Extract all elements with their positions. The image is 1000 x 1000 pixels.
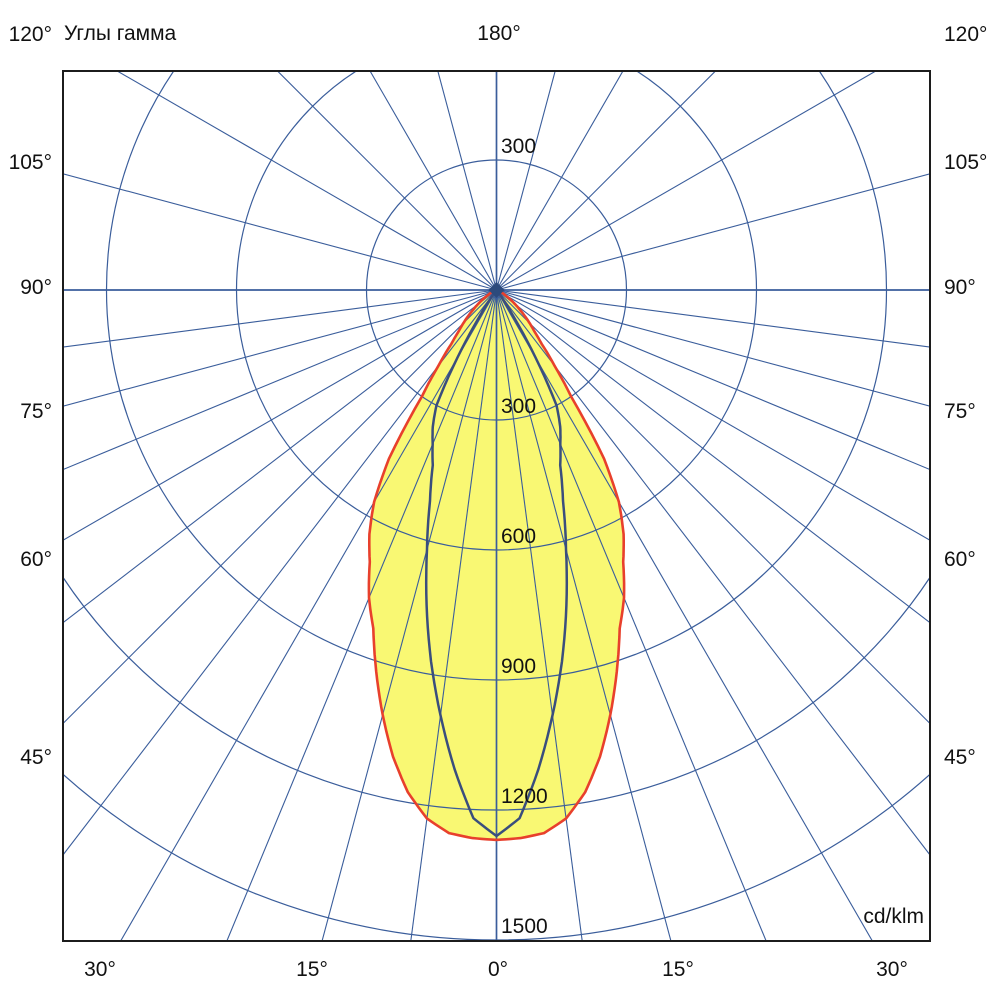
gamma-ray-135 — [496, 71, 717, 291]
radial-tick-600: 600 — [501, 525, 537, 548]
gamma-tick-right-60: 60° — [944, 548, 976, 571]
gamma-ray-37.5 — [496, 289, 930, 856]
gamma-ray-60 — [496, 289, 930, 541]
gamma-tick-bottom-2-0: 0° — [487, 958, 509, 981]
gamma-ray-165 — [495, 71, 556, 291]
gamma-ray-67.5 — [63, 289, 497, 471]
plot-border — [62, 70, 931, 942]
gamma-tick-right-120: 120° — [944, 23, 988, 46]
gamma-ray-30 — [120, 289, 497, 941]
gamma-tick-left-105: 105° — [8, 151, 52, 174]
gamma-ray-120 — [496, 71, 877, 291]
gamma-tick-left-90: 90° — [20, 276, 52, 299]
center-marker — [488, 282, 505, 298]
gamma-ray-82.5 — [63, 289, 497, 348]
gamma-ray-67.5 — [496, 289, 930, 471]
gamma-ray-7.5 — [495, 289, 583, 941]
gamma-ray-7.5 — [410, 289, 498, 941]
gamma-ray-22.5 — [226, 289, 498, 941]
chart-title: Углы гамма — [64, 22, 177, 45]
gamma-ray-120 — [116, 71, 497, 291]
radial-tick-1200: 1200 — [501, 785, 548, 808]
gamma-ray-22.5 — [495, 289, 767, 941]
c0-outer-curve — [367, 288, 626, 842]
gamma-tick-left-120: 120° — [8, 23, 52, 46]
gamma-tick-right-90: 90° — [944, 276, 976, 299]
gamma-ray-37.5 — [63, 289, 497, 856]
gamma-tick-bottom-4-30: 30° — [876, 958, 908, 981]
gamma-ray-52.5 — [496, 289, 930, 624]
gamma-tick-right-75: 75° — [944, 400, 976, 423]
gamma-ray-150 — [369, 71, 497, 291]
radial-tick-900: 900 — [501, 655, 537, 678]
gamma-tick-right-45: 45° — [944, 746, 976, 769]
gamma-ray-15 — [321, 289, 498, 941]
gamma-ray-165 — [437, 71, 498, 291]
gamma-ray-15 — [495, 289, 672, 941]
gamma-tick-left-75: 75° — [20, 400, 52, 423]
radial-tick-upper-300: 300 — [501, 135, 537, 158]
gamma-tick-right-105: 105° — [944, 151, 988, 174]
radial-tick-300: 300 — [501, 395, 537, 418]
gamma-ray-52.5 — [63, 289, 497, 624]
gamma-ray-105 — [496, 173, 930, 291]
gamma-tick-left-45: 45° — [20, 746, 52, 769]
radial-tick-1500: 1500 — [501, 915, 548, 938]
gamma-tick-bottom-3-15: 15° — [662, 958, 694, 981]
gamma-ray-135 — [276, 71, 497, 291]
c90-inner-curve — [424, 288, 569, 838]
gamma-ray-82.5 — [496, 289, 930, 348]
gamma-tick-bottom-1-15: 15° — [296, 958, 328, 981]
gamma-ray-105 — [63, 173, 497, 291]
unit-label: cd/klm — [863, 905, 924, 928]
gamma-tick-left-60: 60° — [20, 548, 52, 571]
gamma-ray-30 — [496, 289, 873, 941]
gamma-ray-75 — [63, 289, 497, 407]
gamma-ray-75 — [496, 289, 930, 407]
gamma-ray-150 — [496, 71, 624, 291]
gamma-tick-180: 180° — [477, 22, 521, 45]
gamma-ray-45 — [496, 289, 930, 725]
gamma-ray-45 — [63, 289, 497, 725]
gamma-ray-60 — [63, 289, 497, 541]
gamma-tick-bottom-0-30: 30° — [84, 958, 116, 981]
